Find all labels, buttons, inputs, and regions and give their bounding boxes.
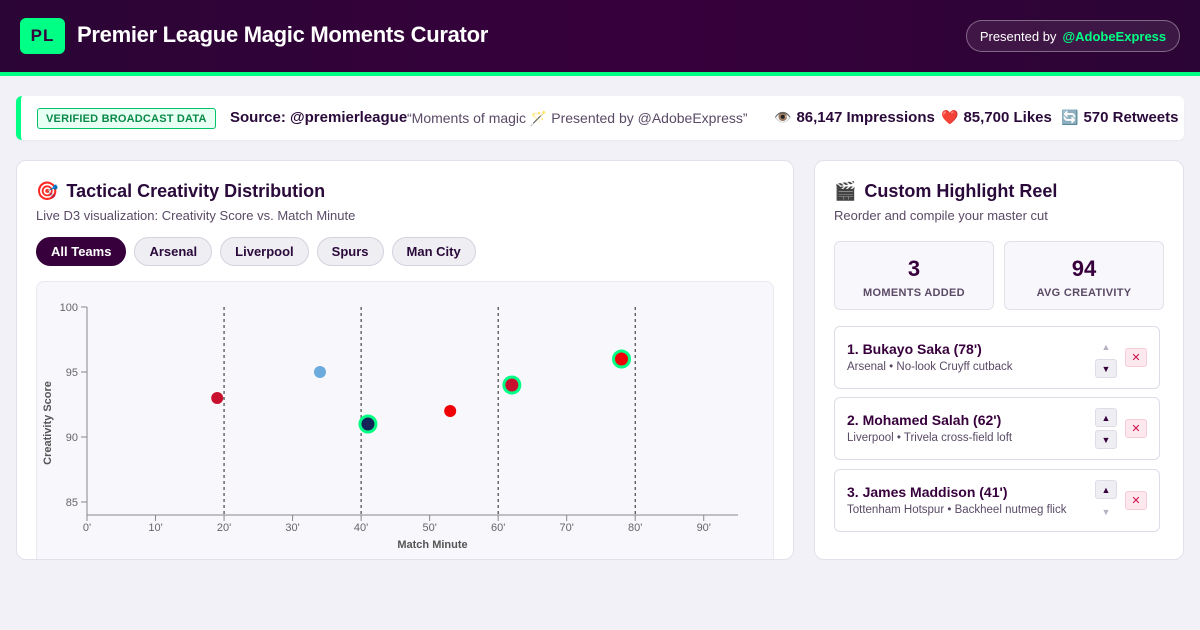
data-point [444, 405, 457, 417]
reel-item-desc: Arsenal • No-look Cruyff cutback [847, 361, 1013, 373]
team-filter-group: All Teams Arsenal Liverpool Spurs Man Ci… [36, 237, 476, 266]
retweets-stat: 🔄 570 Retweets [1061, 109, 1179, 126]
reel-item-name: 3. James Maddison (41') [847, 484, 1008, 500]
reel-panel-title-text: Custom Highlight Reel [864, 181, 1058, 201]
avg-creativity-value: 94 [1071, 256, 1097, 281]
reel-item[interactable]: 2. Mohamed Salah (62') Liverpool • Trive… [834, 397, 1160, 460]
target-icon: 🎯 [36, 181, 59, 201]
presented-by-pill[interactable]: Presented by @AdobeExpress [966, 20, 1180, 52]
moments-added-label: MOMENTS ADDED [863, 287, 965, 299]
heart-icon: ❤️ [941, 109, 959, 125]
x-tick-label: 30' [285, 522, 299, 534]
y-axis-label: Creativity Score [42, 381, 54, 465]
post-quote: “Moments of magic 🪄 Presented by @AdobeE… [407, 110, 748, 126]
filter-arsenal[interactable]: Arsenal [134, 237, 213, 266]
y-tick-label: 100 [60, 302, 78, 314]
x-tick-label: 60' [491, 522, 505, 534]
scatter-chart: 85 90 95 100 0' 10' 20' 30' 40' 50' 60' 70' 80' 90' Cr… [42, 302, 738, 551]
move-up-button[interactable]: ▲ [1095, 480, 1117, 499]
data-point [502, 375, 522, 395]
moments-added-kpi: 3 MOMENTS ADDED [834, 241, 994, 310]
retweets-label: 570 Retweets [1083, 109, 1179, 126]
x-axis-label: Match Minute [397, 539, 467, 551]
source-banner: VERIFIED BROADCAST DATA Source: @premier… [16, 96, 1184, 140]
reel-item-name: 1. Bukayo Saka (78') [847, 341, 982, 357]
data-point [211, 392, 224, 404]
x-tick-label: 0' [83, 522, 91, 534]
reel-panel-subtitle: Reorder and compile your master cut [834, 208, 1048, 223]
likes-label: 85,700 Likes [963, 109, 1052, 126]
x-tick-label: 40' [354, 522, 368, 534]
move-down-button[interactable]: ▼ [1101, 506, 1111, 517]
remove-button[interactable]: ✕ [1125, 419, 1147, 438]
presented-by-label: Presented by [979, 28, 1057, 44]
scatter-chart-container: 85 90 95 100 0' 10' 20' 30' 40' 50' 60' 70' 80' 90' Cr… [36, 281, 774, 559]
verified-badge: VERIFIED BROADCAST DATA [37, 108, 216, 129]
x-tick-label: 50' [422, 522, 436, 534]
impressions-stat: 👁️ 86,147 Impressions [774, 109, 935, 126]
pl-logo: PL [20, 18, 65, 54]
reel-item[interactable]: 3. James Maddison (41') Tottenham Hotspu… [834, 469, 1160, 532]
x-tick-label: 80' [628, 522, 642, 534]
move-down-button[interactable]: ▼ [1095, 430, 1117, 449]
filter-liverpool[interactable]: Liverpool [220, 237, 309, 266]
eye-icon: 👁️ [774, 109, 792, 125]
app-title: Premier League Magic Moments Curator [77, 22, 488, 47]
creativity-chart-panel: 🎯 Tactical Creativity Distribution Live … [16, 160, 794, 560]
x-tick-label: 90' [697, 522, 711, 534]
header-accent-stripe [0, 72, 1200, 76]
y-tick-label: 85 [66, 497, 78, 509]
move-up-button[interactable]: ▲ [1095, 408, 1117, 427]
filter-all-teams[interactable]: All Teams [36, 237, 127, 266]
data-point [358, 414, 378, 434]
highlight-reel-panel: 🎬 Custom Highlight Reel Reorder and comp… [814, 160, 1184, 560]
app-header: PL Premier League Magic Moments Curator … [0, 0, 1200, 72]
reel-panel-title: 🎬 Custom Highlight Reel [834, 181, 1057, 202]
chart-panel-subtitle: Live D3 visualization: Creativity Score … [36, 208, 356, 223]
moments-added-value: 3 [907, 256, 921, 281]
y-tick-label: 90 [66, 432, 78, 444]
move-down-button[interactable]: ▼ [1095, 359, 1117, 378]
x-tick-label: 10' [148, 522, 162, 534]
filter-spurs[interactable]: Spurs [316, 237, 384, 266]
data-point [313, 366, 326, 378]
retweet-icon: 🔄 [1061, 109, 1079, 125]
data-point [612, 349, 632, 369]
clapperboard-icon: 🎬 [834, 181, 857, 201]
avg-creativity-label: AVG CREATIVITY [1036, 287, 1132, 299]
reel-item[interactable]: 1. Bukayo Saka (78') Arsenal • No-look C… [834, 326, 1160, 389]
move-up-button[interactable]: ▲ [1101, 341, 1111, 352]
source-label: Source: @premierleague [230, 109, 408, 126]
remove-button[interactable]: ✕ [1125, 491, 1147, 510]
reel-item-desc: Tottenham Hotspur • Backheel nutmeg flic… [847, 504, 1067, 516]
remove-button[interactable]: ✕ [1125, 348, 1147, 367]
sponsor-handle[interactable]: @AdobeExpress [1062, 28, 1167, 44]
filter-man-city[interactable]: Man City [391, 237, 476, 266]
x-tick-label: 70' [560, 522, 574, 534]
chart-panel-title: 🎯 Tactical Creativity Distribution [36, 181, 325, 202]
impressions-label: 86,147 Impressions [796, 109, 935, 126]
chart-panel-title-text: Tactical Creativity Distribution [66, 181, 326, 201]
y-tick-label: 95 [66, 367, 78, 379]
reel-item-desc: Liverpool • Trivela cross-field loft [847, 432, 1013, 444]
x-tick-label: 20' [217, 522, 231, 534]
reel-item-name: 2. Mohamed Salah (62') [847, 412, 1002, 428]
avg-creativity-kpi: 94 AVG CREATIVITY [1004, 241, 1164, 310]
likes-stat: ❤️ 85,700 Likes [941, 109, 1052, 126]
